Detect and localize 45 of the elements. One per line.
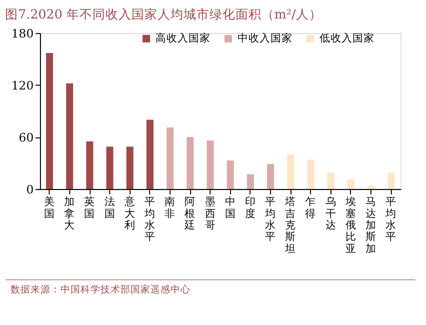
y-tick-label: 60 [18,130,34,144]
x-tick-label: 平均水平 [384,195,397,244]
bar [287,154,294,190]
y-tick-label: 120 [11,78,34,92]
legend-label: 中收入国家 [237,32,292,45]
bar [388,172,395,190]
x-tick-label: 加拿大 [64,195,76,232]
x-tick-label: 中国 [224,195,236,220]
y-tick-label: 180 [11,26,34,40]
bar [66,83,74,190]
bar [46,52,54,190]
bar [206,140,214,190]
x-tick-label: 意大利 [123,195,136,232]
bar [146,120,154,190]
x-tick-label: 南非 [164,195,176,220]
x-tick-label: 乍得 [305,195,316,220]
bar [267,164,274,190]
bar [166,128,174,190]
x-tick-label: 法国 [104,195,116,220]
x-tick-label: 乌干达 [325,195,336,232]
x-tick-label: 阿根廷 [184,195,196,232]
y-tick-label: 0 [26,182,34,196]
source-note: 数据来源：中国科学技术部国家遥感中心 [10,283,191,296]
bar [186,137,194,190]
bar [347,180,354,190]
x-tick-label: 英国 [84,195,96,220]
bar [327,172,334,190]
chart-title: 图7.2020 年不同收入国家人均城市绿化面积（m²/人） [5,6,322,22]
x-tick-label: 平均水平 [143,195,156,244]
legend-label: 低收入国家 [319,32,374,45]
bar [106,146,114,190]
bar [226,160,234,190]
x-tick-label: 印度 [244,195,256,220]
x-tick-label: 墨西哥 [204,195,216,232]
bar [86,141,94,190]
x-tick-label: 马达加斯加 [366,195,377,255]
x-tick-label: 平均水平 [264,195,276,244]
x-tick-label: 埃塞俄比亚 [344,195,356,255]
x-tick-label: 塔吉克斯坦 [284,195,296,255]
bar [126,146,134,190]
x-tick-label: 美国 [44,195,56,220]
bar [368,186,375,190]
bar [246,174,254,190]
bar [307,160,314,190]
legend-label: 高收入国家 [156,32,211,45]
